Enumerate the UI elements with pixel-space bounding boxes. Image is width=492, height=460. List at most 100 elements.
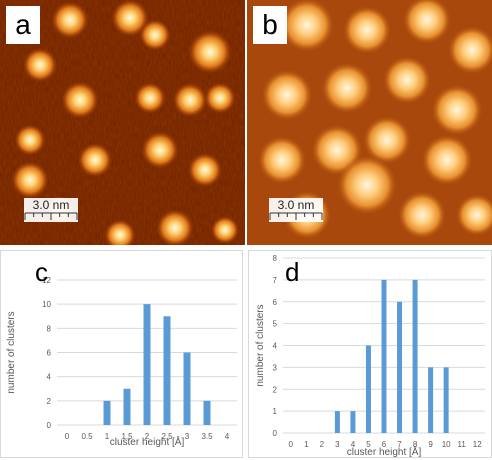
cluster-blob xyxy=(280,0,334,52)
cluster-blob xyxy=(337,155,397,215)
cluster-blob xyxy=(139,19,171,51)
cluster-blob xyxy=(321,62,373,114)
cluster-blob xyxy=(363,116,411,164)
cluster-blob xyxy=(431,84,483,136)
y-tick-label: 6 xyxy=(47,349,52,358)
x-tick-label: 11 xyxy=(458,440,467,449)
cluster-blob xyxy=(204,82,236,114)
panel-letter-c: c xyxy=(35,257,48,287)
x-tick-label: 3.5 xyxy=(201,432,213,441)
y-tick-label: 0 xyxy=(273,429,278,438)
x-tick-label: 4 xyxy=(225,432,230,441)
y-axis-label: number of clusters xyxy=(255,304,266,386)
histogram-bar xyxy=(163,316,171,425)
y-tick-label: 6 xyxy=(273,298,278,307)
panel-letter-b: b xyxy=(253,6,287,44)
cluster-blob xyxy=(383,56,431,104)
histogram-bar xyxy=(334,411,340,433)
x-tick-label: 1 xyxy=(304,440,309,449)
x-tick-label: 2.5 xyxy=(161,432,173,441)
x-tick-label: 7 xyxy=(397,440,402,449)
cluster-blob xyxy=(22,47,58,83)
cluster-blob xyxy=(140,130,180,170)
cluster-blob xyxy=(187,29,233,75)
panel-letter-a: a xyxy=(6,6,40,44)
x-tick-label: 0 xyxy=(65,432,70,441)
y-tick-label: 8 xyxy=(47,324,52,333)
x-tick-label: 1 xyxy=(105,432,110,441)
y-tick-label: 3 xyxy=(273,363,278,372)
y-tick-label: 2 xyxy=(47,397,52,406)
chart-c: 0 2 4 6 8 10 12 0 0.5 1 1.5 2 2.5 3 3.5 4 cluster height… xyxy=(0,250,243,458)
panel-letter-d: d xyxy=(285,257,300,287)
chart-c-plot: 0 2 4 6 8 10 12 0 0.5 1 1.5 2 2.5 3 3.5 4 cluster height… xyxy=(6,276,237,448)
scale-bar-b: 3.0 nm xyxy=(269,198,323,224)
y-tick-label: 5 xyxy=(273,320,278,329)
histogram-bar xyxy=(412,279,418,433)
cluster-blob xyxy=(421,134,473,186)
x-tick-label: 9 xyxy=(428,440,433,449)
x-tick-label: 12 xyxy=(473,440,482,449)
cluster-blob xyxy=(343,6,391,54)
cluster-blob xyxy=(187,152,223,188)
cluster-blob xyxy=(110,0,150,38)
histogram-bar xyxy=(123,388,131,425)
stm-image-b: b 3.0 nm xyxy=(247,0,492,245)
x-axis-label: cluster height [Å] xyxy=(110,435,185,448)
stm-image-a: a 3.0 nm xyxy=(0,0,245,245)
cluster-blob xyxy=(172,82,208,118)
cluster-blob xyxy=(10,160,50,200)
x-tick-label: 1.5 xyxy=(121,432,133,441)
cluster-blob xyxy=(398,191,446,239)
histogram-bar xyxy=(428,367,434,433)
cluster-blob xyxy=(77,142,113,178)
x-tick-label: 10 xyxy=(442,440,451,449)
stm-image-b-drawing xyxy=(247,0,492,245)
scale-label-b: 3.0 nm xyxy=(269,198,323,212)
y-tick-label: 4 xyxy=(273,342,278,351)
y-tick-label: 4 xyxy=(47,373,52,382)
y-axis-label: number of clusters xyxy=(6,311,17,393)
x-tick-label: 0 xyxy=(289,440,294,449)
cluster-blob xyxy=(60,80,100,120)
histogram-bar xyxy=(203,400,211,425)
cluster-blob xyxy=(403,0,451,44)
histogram-bar xyxy=(350,411,356,433)
histogram-bar xyxy=(397,301,403,433)
stm-image-a-drawing xyxy=(0,0,245,245)
histogram-bar xyxy=(443,367,449,433)
x-tick-label: 5 xyxy=(366,440,371,449)
x-tick-label: 6 xyxy=(382,440,387,449)
cluster-blob xyxy=(134,82,166,114)
x-tick-label: 2 xyxy=(145,432,150,441)
cluster-blob xyxy=(448,26,492,74)
y-tick-label: 7 xyxy=(273,276,278,285)
histogram-bar xyxy=(143,304,151,425)
histogram-bar xyxy=(183,352,191,425)
cluster-blob xyxy=(104,219,136,245)
cluster-blob xyxy=(14,124,46,156)
cluster-blob xyxy=(50,0,90,40)
cluster-blob xyxy=(261,69,313,121)
x-tick-label: 3 xyxy=(185,432,190,441)
y-tick-label: 2 xyxy=(273,385,278,394)
scale-bar-a: 3.0 nm xyxy=(24,198,78,224)
x-tick-label: 2 xyxy=(320,440,325,449)
cluster-blob xyxy=(155,208,195,245)
cluster-blob xyxy=(258,136,306,184)
y-tick-label: 8 xyxy=(273,254,278,263)
x-tick-label: 4 xyxy=(351,440,356,449)
x-axis-label: cluster height [Å] xyxy=(347,445,422,458)
x-tick-label: 3 xyxy=(335,440,340,449)
y-tick-label: 12 xyxy=(42,276,51,285)
histogram-bar xyxy=(381,279,387,433)
scale-ruler-a xyxy=(24,212,78,222)
y-tick-label: 0 xyxy=(47,421,52,430)
cluster-blob xyxy=(456,194,492,236)
histogram-bar xyxy=(365,345,371,433)
y-tick-label: 1 xyxy=(273,407,278,416)
y-tick-label: 10 xyxy=(42,300,51,309)
scale-ruler-b xyxy=(269,212,323,222)
scale-label-a: 3.0 nm xyxy=(24,198,78,212)
